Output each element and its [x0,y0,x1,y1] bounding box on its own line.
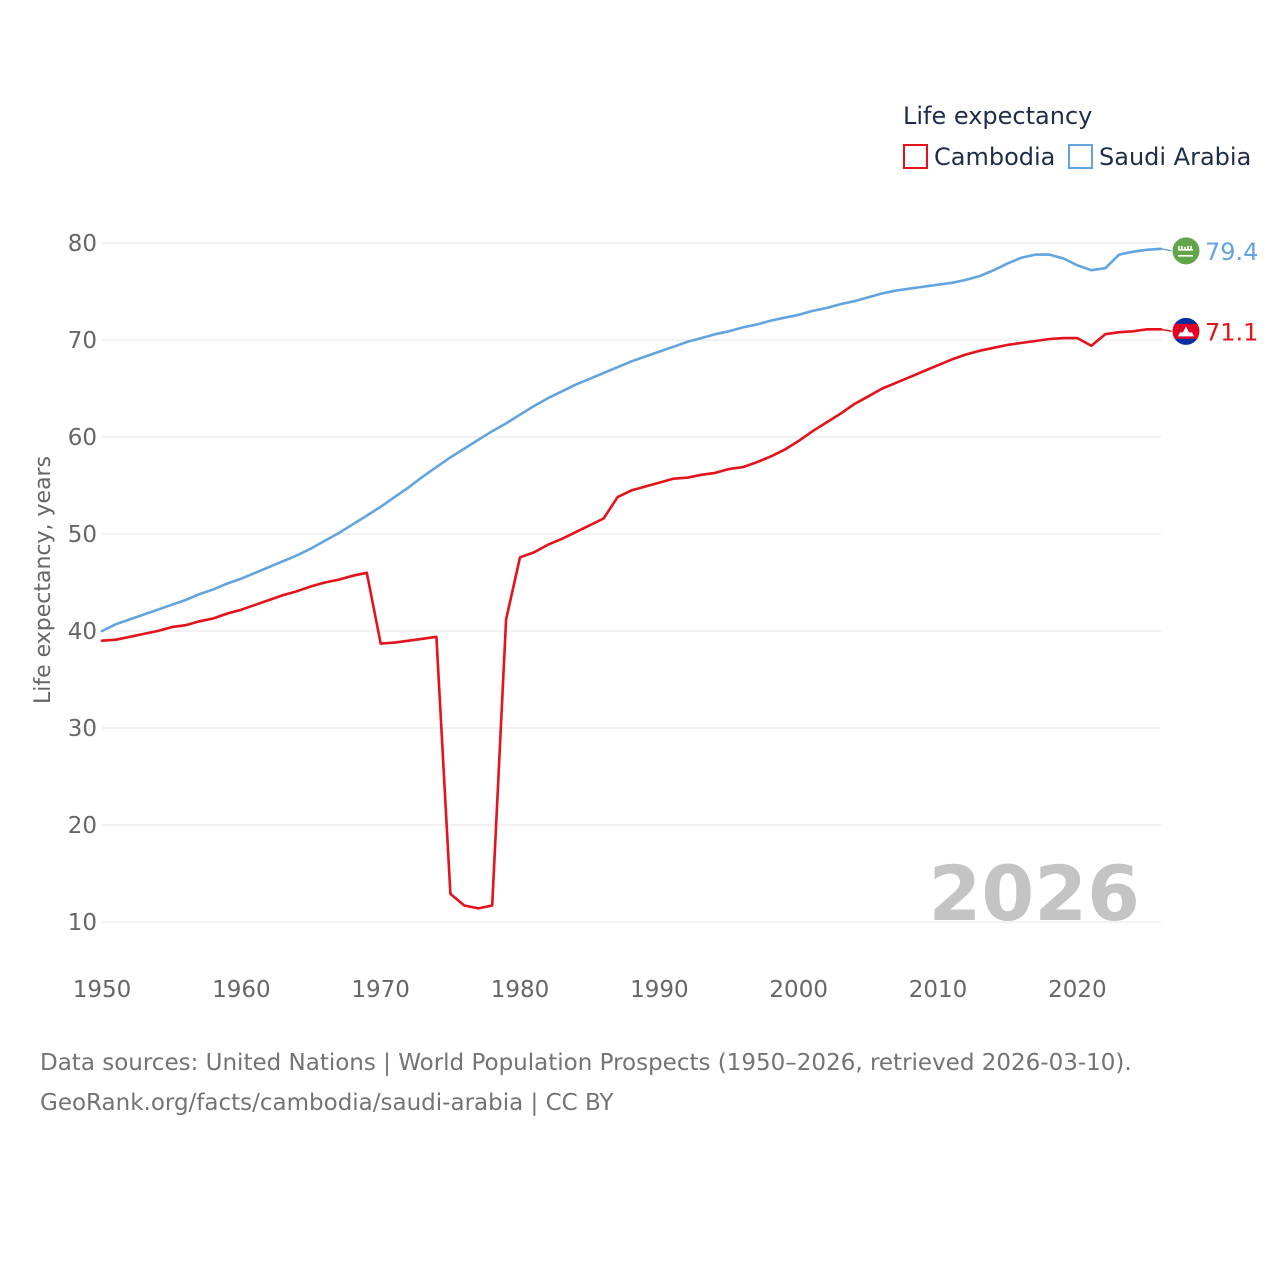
series-line-cambodia[interactable] [100,327,1163,910]
end-connector-saudi-arabia [1160,248,1173,252]
y-tick-label-80: 80 [68,231,97,257]
y-tick-label-20: 20 [68,813,97,839]
source-note: Data sources: United Nations | World Pop… [40,1043,1260,1123]
y-tick-label-10: 10 [68,910,97,936]
year-label: 2026 [928,849,1140,938]
legend-swatch-saudi-arabia [1068,144,1093,169]
saudi-arabia-flag-icon [1171,236,1201,266]
y-tick-label-60: 60 [68,425,97,451]
x-tick-label-1980: 1980 [491,977,550,1003]
x-tick-label-2000: 2000 [769,977,828,1003]
y-axis-ticks: 10 20 30 40 50 60 70 80 [68,231,97,936]
x-axis-ticks: 1950 1960 1970 1980 1990 2000 2010 2020 [73,977,1107,1003]
grid-lines [102,242,1161,923]
source-line-2[interactable]: GeoRank.org/facts/cambodia/saudi-arabia … [40,1090,614,1116]
legend[interactable]: Life expectancy Cambodia Saudi Arabia [903,102,1251,171]
series-lines [100,247,1163,910]
legend-item-cambodia[interactable]: Cambodia [903,143,1055,171]
x-tick-label-1990: 1990 [630,977,689,1003]
legend-title: Life expectancy [903,102,1092,130]
y-tick-label-30: 30 [68,716,97,742]
end-value-label-cambodia: 71.1 [1205,318,1258,346]
y-axis-label: Life expectancy, years [31,456,56,704]
end-connector-cambodia [1160,328,1173,333]
cambodia-flag-icon [1171,316,1201,346]
life-expectancy-chart: 10 20 30 40 50 60 70 80 1950 1960 1970 1980 1990 200… [31,102,1258,1003]
legend-swatch-cambodia [903,144,928,169]
series-end-markers: 71.1 79.4 [1160,236,1258,346]
y-tick-label-40: 40 [68,619,97,645]
x-tick-label-2010: 2010 [909,977,968,1003]
x-tick-label-1950: 1950 [73,977,132,1003]
series-line-saudi-arabia[interactable] [100,247,1163,633]
end-value-label-saudi-arabia: 79.4 [1205,238,1258,266]
y-tick-label-50: 50 [68,522,97,548]
x-tick-label-1970: 1970 [351,977,410,1003]
y-tick-label-70: 70 [68,328,97,354]
source-line-1: Data sources: United Nations | World Pop… [40,1050,1132,1076]
x-tick-label-1960: 1960 [212,977,271,1003]
legend-label-saudi-arabia: Saudi Arabia [1099,143,1251,171]
legend-label-cambodia: Cambodia [934,143,1055,171]
legend-item-saudi-arabia[interactable]: Saudi Arabia [1068,143,1251,171]
x-tick-label-2020: 2020 [1048,977,1107,1003]
